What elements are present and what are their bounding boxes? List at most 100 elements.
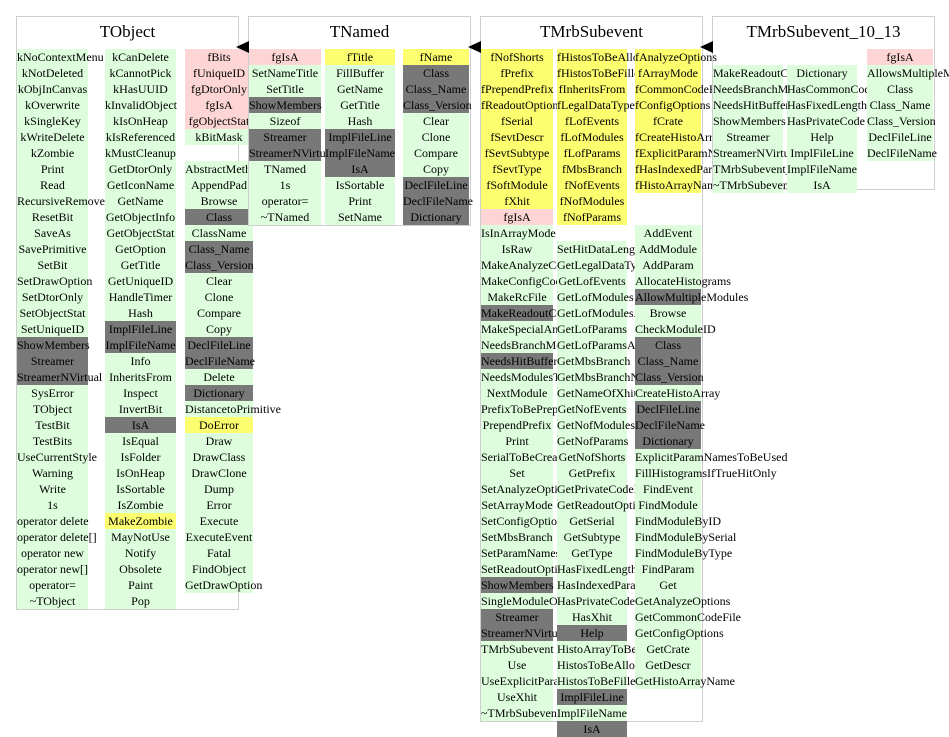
member-cell: GetNofShorts bbox=[557, 449, 627, 465]
member-cell bbox=[787, 49, 857, 65]
member-cell: DeclFileLine bbox=[185, 337, 253, 353]
member-cell: SavePrimitive bbox=[17, 241, 88, 257]
member-cell: GetMbsBranch bbox=[557, 353, 631, 369]
member-cell: kIsOnHeap bbox=[105, 113, 176, 129]
member-cell: HasXhit bbox=[557, 609, 627, 625]
member-cell: IsA bbox=[557, 721, 627, 737]
member-cell: Pop bbox=[105, 593, 176, 609]
member-cell: Compare bbox=[403, 145, 469, 161]
member-cell: fgIsA bbox=[185, 97, 253, 113]
member-column: fgIsA SetNameTitle SetTitle ShowMembers Size… bbox=[249, 49, 334, 225]
member-cell: fLegalDataTypes bbox=[557, 97, 640, 113]
member-cell: Set bbox=[481, 465, 553, 481]
member-cell: MakeAnalyzeCode bbox=[481, 257, 574, 273]
member-cell: fLofEvents bbox=[557, 113, 627, 129]
member-cell: GetHistoArrayName bbox=[635, 673, 735, 689]
class-box: TMrbSubevent fNofShorts fPrefix fPrependPre… bbox=[480, 16, 787, 737]
member-cell: SerialToBeCreated bbox=[481, 449, 573, 465]
member-cell: IsSortable bbox=[325, 177, 395, 193]
member-column: kCanDelete kCannotPick kHasUUID kInvalidObj… bbox=[105, 49, 177, 609]
member-cell: GetPrivateCodeFile bbox=[557, 481, 653, 497]
member-cell: fArrayMode bbox=[635, 65, 701, 81]
member-cell: Clone bbox=[403, 129, 469, 145]
member-cell: Clone bbox=[185, 289, 253, 305]
member-cell: operator= bbox=[17, 577, 88, 593]
member-cell: UseCurrentStyle bbox=[17, 449, 97, 465]
member-cell: Print bbox=[325, 193, 395, 209]
member-cell: GetObjectStat bbox=[105, 225, 176, 241]
member-cell: operator delete[] bbox=[17, 529, 97, 545]
member-cell: Notify bbox=[105, 545, 176, 561]
member-cell: GetSerial bbox=[557, 513, 627, 529]
member-cell: fgIsA bbox=[481, 209, 553, 225]
member-cell: Hash bbox=[105, 305, 176, 321]
member-cell: GetDrawOption bbox=[185, 577, 263, 593]
member-cell: Clear bbox=[403, 113, 469, 129]
member-cell: FindModuleBySerial bbox=[635, 529, 737, 545]
member-cell: SaveAs bbox=[17, 225, 88, 241]
member-cell: fUniqueID bbox=[185, 65, 253, 81]
inheritance-arrow-icon bbox=[468, 41, 481, 53]
member-cell: fgDtorOnly bbox=[185, 81, 253, 97]
member-cell: GetLofEvents bbox=[557, 273, 627, 289]
member-cell: DeclFileName bbox=[403, 193, 473, 209]
member-cell: Dictionary bbox=[403, 209, 469, 225]
member-cell: SetBit bbox=[17, 257, 88, 273]
member-cell: HasFixedLengthFormat bbox=[557, 561, 672, 577]
member-cell: IsZombie bbox=[105, 497, 176, 513]
member-cell: ResetBit bbox=[17, 209, 88, 225]
member-cell: Get bbox=[635, 577, 701, 593]
member-cell: HasFixedLengthFormat bbox=[787, 97, 902, 113]
member-cell: fgIsA bbox=[867, 49, 933, 65]
member-cell: kObjInCanvas bbox=[17, 81, 88, 97]
member-cell: fSevtDescr bbox=[481, 129, 553, 145]
member-cell: TMrbSubevent bbox=[481, 641, 554, 657]
member-cell: GetOption bbox=[105, 241, 176, 257]
member-cell: GetAnalyzeOptions bbox=[635, 593, 731, 609]
member-cell: GetName bbox=[105, 193, 176, 209]
member-cell: kOverwrite bbox=[17, 97, 88, 113]
inheritance-arrow-icon bbox=[700, 41, 713, 53]
member-cell: TestBit bbox=[17, 417, 88, 433]
member-cell: CreateHistoArray bbox=[635, 385, 721, 401]
class-title: TNamed bbox=[329, 22, 390, 41]
member-cell: kSingleKey bbox=[17, 113, 88, 129]
member-cell: fConfigOptions bbox=[635, 97, 711, 113]
member-cell: HistosToBeFilledIfTrue bbox=[557, 673, 672, 689]
inheritance-arrow-icon bbox=[236, 41, 249, 53]
member-cell: kNoContextMenu bbox=[17, 49, 104, 65]
member-cell: fName bbox=[403, 49, 469, 65]
member-cell: FindModule bbox=[635, 497, 701, 513]
member-cell: Copy bbox=[185, 321, 253, 337]
member-cell: GetTitle bbox=[105, 257, 176, 273]
member-cell: ExecuteEvent bbox=[185, 529, 253, 545]
member-cell: DeclFileLine bbox=[635, 401, 701, 417]
member-cell: ImplFileLine bbox=[105, 321, 176, 337]
member-cell: Delete bbox=[185, 369, 253, 385]
member-cell: operator= bbox=[249, 193, 321, 209]
member-cell: CheckModuleID bbox=[635, 321, 716, 337]
member-cell: fgObjectStat bbox=[185, 113, 253, 129]
member-cell: ClassName bbox=[185, 225, 253, 241]
member-cell: AllowMultipleModules bbox=[635, 289, 749, 305]
member-cell: operator delete bbox=[17, 513, 89, 529]
member-column: fName Class Class_Name Class_Version Clear Cl… bbox=[403, 49, 473, 225]
member-cell: Class_Name bbox=[867, 97, 933, 113]
member-cell: AddModule bbox=[635, 241, 701, 257]
member-cell: SetNameTitle bbox=[249, 65, 321, 81]
member-cell: Info bbox=[105, 353, 176, 369]
member-cell: StreamerNVirtual bbox=[713, 145, 799, 161]
member-cell: FindObject bbox=[185, 561, 253, 577]
member-cell: Streamer bbox=[17, 353, 88, 369]
member-cell: NeedsBranchMode bbox=[713, 81, 806, 97]
member-cell: Browse bbox=[635, 305, 701, 321]
member-cell: Streamer bbox=[481, 609, 553, 625]
member-cell: fLofModules bbox=[557, 129, 627, 145]
member-cell: fNofEvents bbox=[557, 177, 627, 193]
member-cell: fTitle bbox=[325, 49, 395, 65]
member-cell: IsEqual bbox=[105, 433, 176, 449]
member-cell: NeedsHitBuffer bbox=[481, 353, 558, 369]
member-cell: SingleModuleOnly bbox=[481, 593, 573, 609]
member-cell: kNotDeleted bbox=[17, 65, 88, 81]
member-cell: RecursiveRemove bbox=[17, 193, 105, 209]
